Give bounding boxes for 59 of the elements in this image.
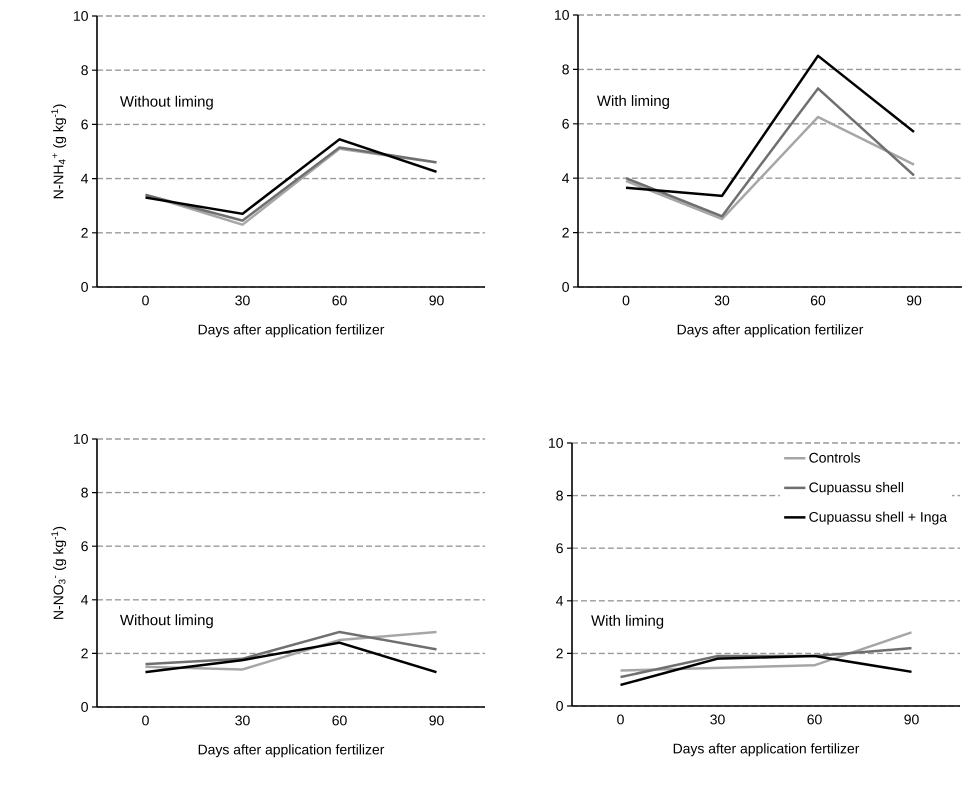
x-axis-title: Days after application fertilizer: [198, 744, 384, 758]
legend-label: Cupuassu shell + Inga: [809, 512, 948, 525]
y-tick-label: 0: [81, 702, 88, 712]
x-tick-label: 90: [906, 296, 922, 306]
line-series: [619, 631, 913, 672]
x-tick-label: 60: [332, 716, 347, 726]
y-tick-label: 10: [555, 10, 569, 20]
y-tick-label: 2: [562, 228, 569, 238]
y-tick-label: 4: [562, 173, 570, 183]
y-tick-label: 6: [562, 118, 569, 129]
x-tick-label: 0: [617, 714, 624, 724]
x-tick-label: 30: [235, 716, 250, 726]
y-tick-label: 2: [81, 228, 88, 238]
x-tick-label: 60: [332, 296, 347, 306]
line-series: [619, 654, 913, 686]
annotation: With liming: [596, 95, 669, 109]
x-tick-label: 30: [714, 296, 730, 306]
y-tick-label: 10: [74, 11, 88, 21]
legend-label: Cupuassu shell: [809, 482, 904, 496]
y-tick-label: 2: [81, 648, 88, 658]
x-axis-title: Days after application fertilizer: [678, 324, 864, 338]
annotation: Without liming: [120, 614, 213, 628]
y-tick-label: 8: [81, 65, 88, 76]
x-tick-label: 0: [142, 716, 149, 726]
y-tick-label: 2: [556, 648, 563, 658]
x-tick-label: 90: [429, 716, 444, 726]
legend-label: Controls: [809, 452, 860, 463]
y-tick-label: 6: [81, 119, 88, 130]
x-axis-title: Days after application fertilizer: [198, 324, 384, 338]
y-tick-label: 6: [81, 541, 88, 552]
line-series: [624, 87, 916, 218]
annotation: Without liming: [120, 96, 213, 110]
line-series: [624, 116, 916, 220]
line-series: [624, 54, 916, 198]
x-tick-label: 0: [142, 296, 149, 306]
annotation: With liming: [591, 614, 664, 629]
line-series: [144, 138, 438, 216]
y-axis-title: N-NO$_{3}$$^{-}$ (g kg$^{-1}$): [51, 526, 66, 619]
y-tick-label: 4: [81, 595, 88, 605]
x-tick-label: 30: [235, 296, 250, 306]
y-tick-label: 8: [81, 488, 88, 498]
y-tick-label: 0: [562, 282, 569, 292]
y-tick-label: 0: [81, 282, 88, 292]
x-tick-label: 30: [710, 714, 725, 724]
x-tick-label: 90: [904, 714, 919, 724]
y-tick-label: 8: [562, 64, 569, 74]
y-tick-label: 10: [549, 438, 563, 448]
y-tick-label: 0: [556, 701, 563, 711]
x-tick-label: 90: [429, 296, 444, 306]
y-tick-label: 4: [556, 596, 564, 606]
y-tick-label: 10: [74, 434, 88, 444]
y-tick-label: 6: [556, 543, 563, 554]
y-axis-title: N-NH$_{4}$$^{+}$ (g kg$^{-1}$): [51, 104, 66, 198]
x-tick-label: 60: [810, 296, 826, 306]
y-tick-label: 4: [81, 174, 88, 184]
y-tick-label: 8: [556, 490, 563, 501]
x-axis-title: Days after application fertilizer: [674, 743, 860, 756]
x-tick-label: 60: [807, 714, 822, 724]
x-tick-label: 0: [622, 296, 630, 306]
